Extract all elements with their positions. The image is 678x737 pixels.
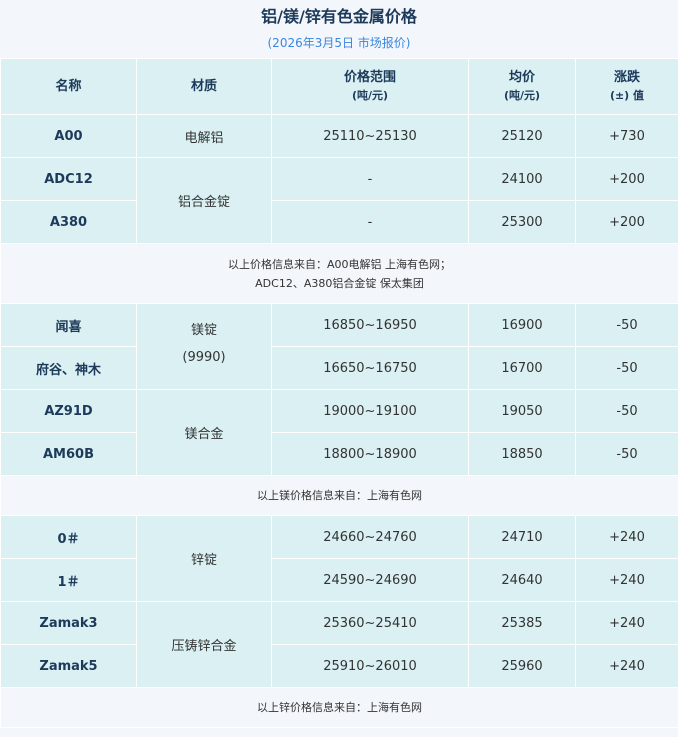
material-cell: 镁合金 [136, 389, 272, 476]
product-name: 府谷、神木 [0, 346, 137, 390]
price-change: +200 [575, 157, 678, 201]
price-range: 16850~16950 [271, 303, 469, 347]
price-range: 25910~26010 [271, 644, 469, 688]
product-name: A380 [0, 200, 137, 244]
source-note-line: 以上锌价格信息来自：上海有色网 [257, 701, 422, 714]
header-avg: 均价 (吨/元) [468, 58, 576, 115]
product-name: 闻喜 [0, 303, 137, 347]
product-name: Zamak5 [0, 644, 137, 688]
table-row: A00 电解铝 25110~25130 25120 +730 [0, 114, 678, 158]
table-row: 1＃ 24590~24690 24640 +240 [0, 558, 678, 602]
page-title: 铝/镁/锌有色金属价格 [261, 7, 417, 26]
price-change: -50 [575, 346, 678, 390]
average-price: 25120 [468, 114, 576, 158]
product-name: A00 [0, 114, 137, 158]
material-cell: 镁锭 (9990) [136, 303, 272, 390]
price-range: 25110~25130 [271, 114, 469, 158]
price-change: +240 [575, 558, 678, 602]
table-row: Zamak3 压铸锌合金 25360~25410 25385 +240 [0, 601, 678, 688]
header-range: 价格范围 (吨/元) [271, 58, 469, 115]
price-change: -50 [575, 432, 678, 476]
source-note-line: 以上镁价格信息来自：上海有色网 [257, 489, 422, 502]
price-range: 16650~16750 [271, 346, 469, 390]
average-price: 25960 [468, 644, 576, 688]
price-range: 18800~18900 [271, 432, 469, 476]
header-avg-label: 均价 [508, 69, 535, 85]
header-name: 名称 [0, 58, 137, 115]
material-cell: 铝合金锭 [136, 157, 272, 244]
source-note: 以上锌价格信息来自：上海有色网 [0, 687, 678, 728]
product-name: AZ91D [0, 389, 137, 433]
price-range: 25360~25410 [271, 601, 469, 645]
average-price: 18850 [468, 432, 576, 476]
product-name: AM60B [0, 432, 137, 476]
price-table: 名称 材质 价格范围 (吨/元) 均价 (吨/元) 涨跌 (±) 值 A00 电解铝 25… [0, 58, 678, 728]
price-range: - [271, 200, 469, 244]
average-price: 24710 [468, 515, 576, 559]
product-name: ADC12 [0, 157, 137, 201]
average-price: 24640 [468, 558, 576, 602]
material-label: 铝合金锭 [177, 195, 230, 210]
source-note-row: 以上价格信息来自：A00电解铝 上海有色网； ADC12、A380铝合金锭 保太集… [0, 243, 678, 304]
material-spec: (9990) [182, 349, 226, 365]
source-note-line: ADC12、A380铝合金锭 保太集团 [255, 276, 424, 290]
table-row: 闻喜 镁锭 (9990) 16850~16950 16900 -50 [0, 303, 678, 390]
price-change: +200 [575, 200, 678, 244]
material-cell: 锌锭 [136, 515, 272, 602]
title-block: 铝/镁/锌有色金属价格 (2026年3月5日 市场报价) [0, 0, 678, 58]
table-row: ADC12 铝合金锭 -24100 +200 [0, 157, 678, 244]
material-label: 镁锭 [190, 322, 217, 338]
header-change: 涨跌 (±) 值 [575, 58, 678, 115]
price-range: - [271, 157, 469, 201]
price-change: +730 [575, 114, 678, 158]
table-row: A380 -25300 +200 [0, 200, 678, 244]
product-name: 0＃ [0, 515, 137, 559]
material-label: 镁合金 [184, 427, 224, 442]
source-note-row: 以上镁价格信息来自：上海有色网 [0, 475, 678, 516]
price-change: +240 [575, 601, 678, 645]
product-name: Zamak3 [0, 601, 137, 645]
source-note: 以上镁价格信息来自：上海有色网 [0, 475, 678, 516]
product-name: 1＃ [0, 558, 137, 602]
price-change: -50 [575, 389, 678, 433]
price-range: 19000~19100 [271, 389, 469, 433]
material-cell: 压铸锌合金 [136, 601, 272, 688]
average-price: 19050 [468, 389, 576, 433]
table-row: AM60B 18800~18900 18850 -50 [0, 432, 678, 476]
source-note: 以上价格信息来自：A00电解铝 上海有色网； ADC12、A380铝合金锭 保太集… [0, 243, 678, 304]
price-change: +240 [575, 515, 678, 559]
material-cell: 电解铝 [136, 114, 272, 158]
header-row: 名称 材质 价格范围 (吨/元) 均价 (吨/元) 涨跌 (±) 值 [0, 58, 678, 115]
material-label: 锌锭 [190, 553, 217, 568]
average-price: 24100 [468, 157, 576, 201]
average-price: 16900 [468, 303, 576, 347]
subtitle: (2026年3月5日 市场报价) [267, 36, 411, 50]
price-range: 24660~24760 [271, 515, 469, 559]
price-change: -50 [575, 303, 678, 347]
header-range-unit: (吨/元) [351, 88, 389, 102]
header-change-label: 涨跌 [613, 69, 640, 85]
header-avg-unit: (吨/元) [503, 88, 541, 102]
header-material: 材质 [136, 58, 272, 115]
source-note-line: 以上价格信息来自：A00电解铝 上海有色网； [227, 257, 452, 271]
average-price: 16700 [468, 346, 576, 390]
material-label: 压铸锌合金 [171, 639, 237, 654]
price-change: +240 [575, 644, 678, 688]
table-row: AZ91D 镁合金 19000~19100 19050 -50 [0, 389, 678, 476]
average-price: 25300 [468, 200, 576, 244]
material-label: 电解铝 [184, 130, 224, 146]
table-row: 府谷、神木 16650~16750 16700 -50 [0, 346, 678, 390]
average-price: 25385 [468, 601, 576, 645]
source-note-row: 以上锌价格信息来自：上海有色网 [0, 687, 678, 728]
price-range: 24590~24690 [271, 558, 469, 602]
table-row: Zamak5 25910~26010 25960 +240 [0, 644, 678, 688]
header-change-unit: (±) 值 [609, 88, 645, 102]
header-range-label: 价格范围 [343, 69, 396, 85]
table-row: 0＃ 锌锭 24660~24760 24710 +240 [0, 515, 678, 602]
